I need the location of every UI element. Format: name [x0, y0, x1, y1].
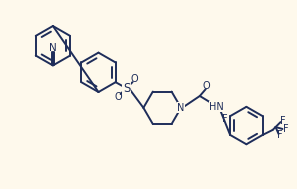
Text: N: N — [49, 43, 57, 53]
Text: S: S — [123, 82, 130, 95]
Text: HN: HN — [209, 102, 224, 112]
Text: O: O — [115, 92, 122, 102]
Text: F: F — [277, 130, 282, 140]
Text: F: F — [222, 114, 228, 124]
Text: F: F — [283, 124, 288, 134]
Text: O: O — [203, 81, 211, 91]
Text: F: F — [280, 116, 285, 126]
Text: O: O — [131, 74, 138, 84]
Text: N: N — [177, 103, 185, 113]
